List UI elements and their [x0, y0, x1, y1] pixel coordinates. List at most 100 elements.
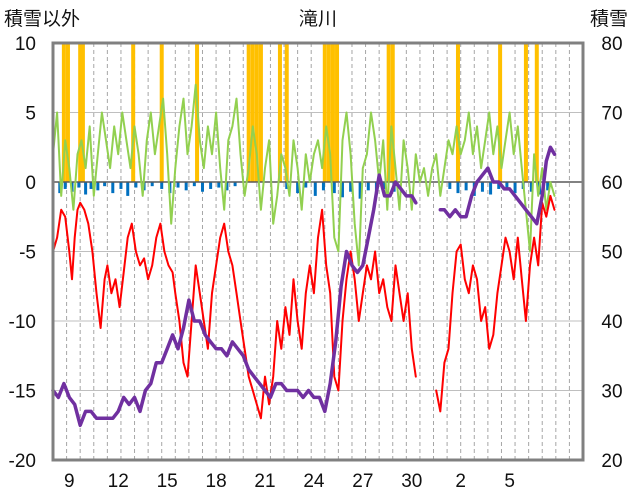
orange-bar-1: [65, 43, 70, 182]
blue-bar-41: [480, 182, 484, 192]
orange-bar-20: [498, 43, 503, 182]
blue-bar-30: [340, 182, 344, 198]
left-axis-ticks: 10 5 0 -5 -10 -15 -20: [9, 34, 36, 472]
orange-bar-11: [277, 43, 282, 182]
left-tick-label: 0: [25, 173, 36, 194]
blue-bar-29: [332, 182, 336, 194]
plot-border: [51, 41, 585, 462]
blue-bar-4: [84, 182, 88, 195]
blue-bar-23: [233, 182, 237, 187]
x-tick-label: 9: [64, 471, 75, 492]
right-tick-label: 60: [601, 173, 622, 194]
x-tick-label: 15: [157, 471, 178, 492]
blue-bar-42: [489, 182, 493, 195]
blue-bar-20: [209, 182, 213, 189]
x-tick-label: 12: [108, 471, 129, 492]
snow_depth-line: [51, 145, 557, 428]
x-tick-label: 18: [206, 471, 227, 492]
blue-bar-49: [546, 182, 550, 191]
blue-bar-18: [192, 182, 196, 187]
left-tick-label: -5: [19, 243, 36, 264]
orange-bar-14: [326, 43, 331, 182]
orange-bar-12: [284, 43, 289, 182]
orange-bar-21: [523, 43, 528, 182]
right-tick-label: 40: [601, 312, 622, 333]
left-axis-label: 積雪以外: [4, 8, 80, 30]
blue-bar-31: [349, 182, 353, 192]
blue-bar-5: [89, 182, 93, 189]
blue-bar-17: [184, 182, 188, 191]
blue-bar-37: [448, 182, 452, 189]
x-tick-label: 5: [504, 471, 515, 492]
snow-depth-series: [51, 145, 557, 428]
green-series: [52, 83, 556, 267]
orange-bars: [61, 43, 539, 182]
blue-bar-8: [111, 182, 115, 194]
temperature-series: [52, 194, 556, 420]
left-tick-label: -10: [9, 312, 36, 333]
orange-bar-8: [250, 43, 255, 182]
x-tick-label: 2: [455, 471, 466, 492]
orange-bar-16: [335, 43, 340, 182]
right-axis-ticks: 80 70 60 50 40 30 20: [601, 34, 622, 472]
blue-bar-47: [529, 182, 533, 192]
blue-bar-25: [296, 182, 300, 194]
x-tick-label: 30: [401, 471, 422, 492]
orange-bar-13: [322, 43, 327, 182]
orange-bar-19: [455, 43, 460, 182]
x-tick-label: 24: [303, 471, 325, 492]
left-tick-label: 10: [15, 34, 36, 55]
blue-bar-32: [358, 182, 362, 199]
blue-bar-27: [313, 182, 317, 196]
blue-bar-28: [321, 182, 325, 191]
right-tick-label: 80: [601, 34, 622, 55]
blue-bar-26: [304, 182, 308, 188]
x-axis-ticks: 9 12 15 18 21 24 27 30 2 5: [64, 471, 515, 492]
chart-title: 滝川: [299, 8, 337, 30]
orange-bar-22: [534, 43, 539, 182]
blue-bar-9: [119, 182, 123, 189]
blue-bar-19: [200, 182, 204, 192]
blue-bar-16: [176, 182, 180, 188]
right-tick-label: 30: [601, 382, 622, 403]
blue-bar-3: [77, 182, 81, 188]
plot-frame: [51, 41, 585, 462]
blue-bar-24: [285, 182, 289, 189]
blue-bar-22: [225, 182, 229, 191]
blue-bar-6: [96, 182, 100, 191]
orange-bar-3: [80, 43, 85, 182]
blue-bar-35: [383, 182, 387, 189]
orange-bar-15: [330, 43, 335, 182]
left-tick-label: -20: [9, 451, 36, 472]
blue-bar-33: [366, 182, 370, 191]
blue-bar-21: [217, 182, 221, 188]
blue-bar-7: [103, 182, 107, 187]
blue-bar-10: [126, 182, 130, 196]
right-tick-label: 70: [601, 104, 622, 125]
temperature-line: [52, 194, 556, 420]
orange-bar-10: [258, 43, 263, 182]
green_series-line: [52, 83, 556, 267]
left-tick-label: -15: [9, 382, 36, 403]
left-tick-label: 5: [25, 104, 36, 125]
x-tick-label: 21: [254, 471, 275, 492]
blue-bar-39: [464, 182, 468, 191]
orange-bar-2: [78, 43, 83, 182]
blue-bar-44: [505, 182, 509, 191]
blue-bar-45: [513, 182, 517, 194]
blue-bar-14: [160, 182, 164, 189]
orange-bar-17: [386, 43, 391, 182]
blue-bar-1: [63, 182, 67, 189]
orange-bar-18: [390, 43, 395, 182]
x-tick-label: 27: [352, 471, 373, 492]
blue-bar-43: [497, 182, 501, 189]
right-tick-label: 20: [601, 451, 622, 472]
orange-bar-4: [131, 43, 136, 182]
blue-bar-38: [456, 182, 460, 194]
right-tick-label: 50: [601, 243, 622, 264]
right-axis-label: 積雪: [590, 8, 628, 30]
blue-bar-13: [150, 182, 154, 187]
orange-bar-0: [61, 43, 66, 182]
blue-bar-11: [134, 182, 138, 188]
